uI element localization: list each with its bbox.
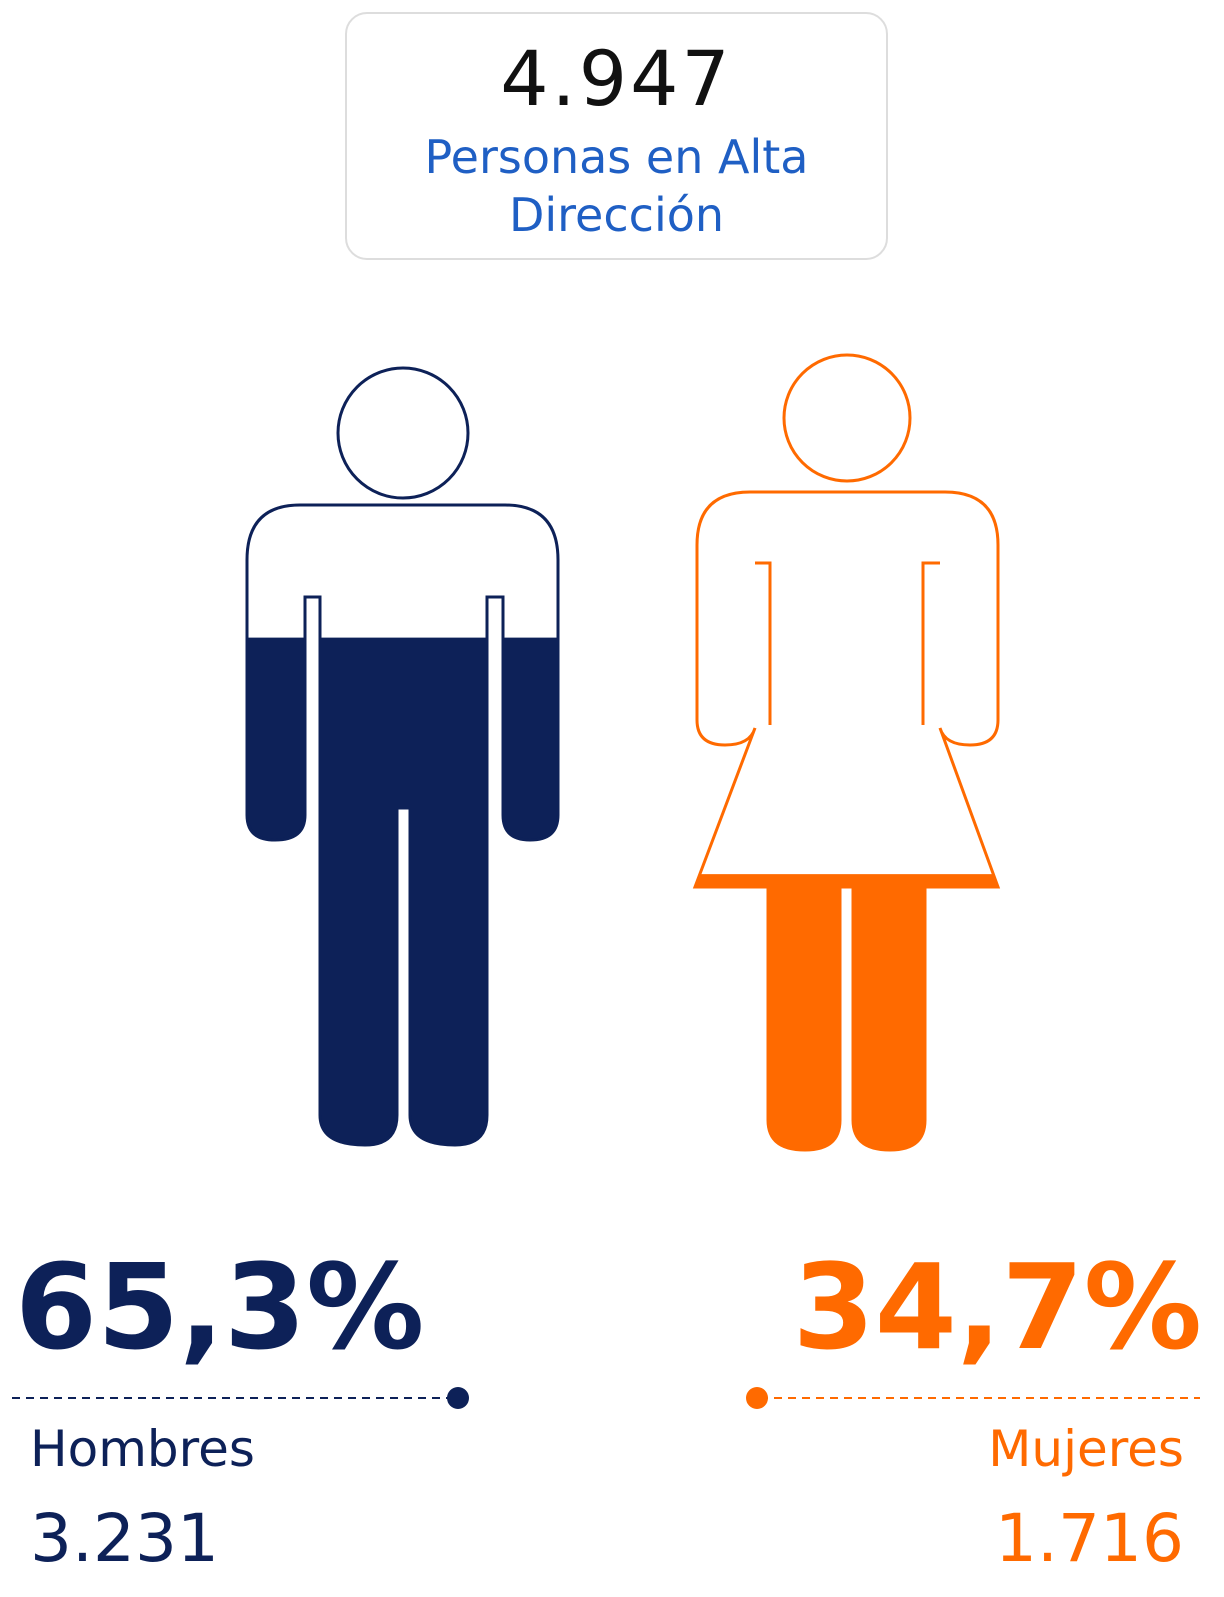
men-label: Hombres [30, 1420, 255, 1478]
women-arm-gaps [755, 561, 940, 725]
women-label: Mujeres [988, 1420, 1184, 1478]
total-card: 4.947 Personas en Alta Dirección [345, 12, 888, 260]
dot [447, 1387, 469, 1409]
women-head [782, 353, 912, 483]
total: 4.947 [500, 34, 733, 123]
women-fill [695, 874, 998, 1150]
women-outline [693, 490, 1000, 1152]
men-share: 65,3% [15, 1238, 425, 1376]
men-head [336, 366, 470, 500]
women-share: 34,7% [792, 1238, 1202, 1376]
men-fill [247, 637, 558, 1145]
women-count: 1.716 [995, 1500, 1184, 1577]
men-count: 3.231 [30, 1500, 219, 1577]
subtitle: Personas en Alta Dirección [424, 130, 809, 242]
dot [746, 1387, 768, 1409]
